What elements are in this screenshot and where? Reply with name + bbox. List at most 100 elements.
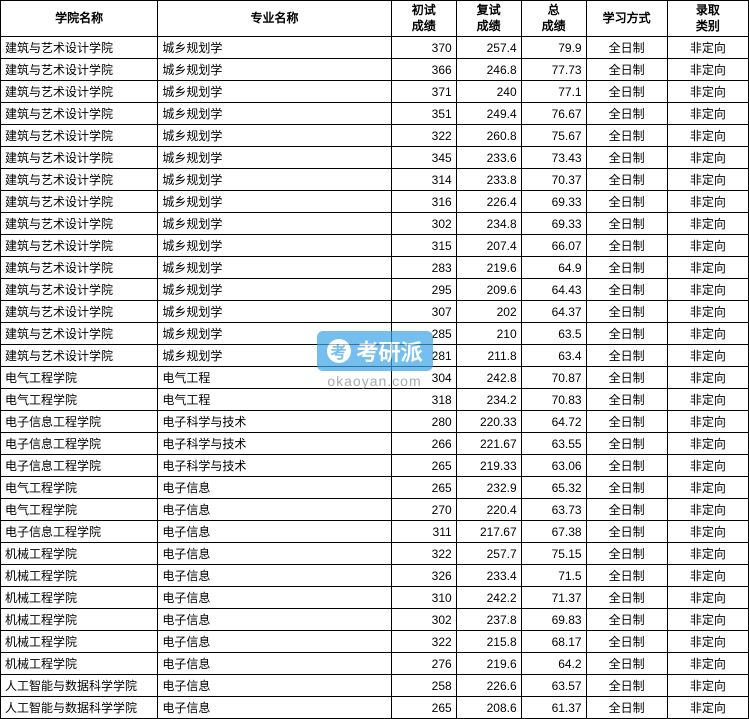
cell-major: 城乡规划学	[158, 213, 391, 235]
table-row: 电子信息工程学院电子科学与技术265219.3363.06全日制非定向	[1, 455, 749, 477]
table-row: 机械工程学院电子信息276219.664.2全日制非定向	[1, 653, 749, 675]
cell-college: 建筑与艺术设计学院	[1, 103, 158, 125]
cell-college: 电气工程学院	[1, 499, 158, 521]
cell-score3: 65.32	[521, 477, 586, 499]
cell-score3: 75.15	[521, 543, 586, 565]
cell-score3: 63.55	[521, 433, 586, 455]
cell-score3: 61.37	[521, 697, 586, 719]
header-row: 学院名称 专业名称 初试成绩 复试成绩 总成绩 学习方式 录取类别	[1, 1, 749, 37]
cell-type: 非定向	[667, 125, 748, 147]
table-row: 建筑与艺术设计学院城乡规划学37124077.1全日制非定向	[1, 81, 749, 103]
cell-type: 非定向	[667, 653, 748, 675]
cell-mode: 全日制	[586, 389, 667, 411]
cell-score2: 260.8	[456, 125, 521, 147]
cell-score1: 322	[391, 631, 456, 653]
cell-score3: 69.33	[521, 213, 586, 235]
table-row: 机械工程学院电子信息326233.471.5全日制非定向	[1, 565, 749, 587]
cell-mode: 全日制	[586, 697, 667, 719]
cell-score1: 314	[391, 169, 456, 191]
cell-college: 电子信息工程学院	[1, 411, 158, 433]
cell-score2: 226.6	[456, 675, 521, 697]
cell-mode: 全日制	[586, 323, 667, 345]
cell-major: 电气工程	[158, 367, 391, 389]
cell-college: 建筑与艺术设计学院	[1, 169, 158, 191]
cell-type: 非定向	[667, 609, 748, 631]
cell-score1: 295	[391, 279, 456, 301]
cell-mode: 全日制	[586, 235, 667, 257]
cell-college: 机械工程学院	[1, 609, 158, 631]
table-row: 建筑与艺术设计学院城乡规划学315207.466.07全日制非定向	[1, 235, 749, 257]
cell-college: 机械工程学院	[1, 587, 158, 609]
cell-score3: 70.83	[521, 389, 586, 411]
cell-type: 非定向	[667, 323, 748, 345]
cell-major: 城乡规划学	[158, 37, 391, 59]
cell-type: 非定向	[667, 213, 748, 235]
cell-score1: 322	[391, 125, 456, 147]
cell-type: 非定向	[667, 59, 748, 81]
table-row: 建筑与艺术设计学院城乡规划学316226.469.33全日制非定向	[1, 191, 749, 213]
header-mode: 学习方式	[586, 1, 667, 37]
cell-mode: 全日制	[586, 191, 667, 213]
cell-type: 非定向	[667, 543, 748, 565]
table-row: 机械工程学院电子信息322257.775.15全日制非定向	[1, 543, 749, 565]
cell-major: 电子信息	[158, 653, 391, 675]
cell-major: 城乡规划学	[158, 257, 391, 279]
table-row: 电气工程学院电气工程318234.270.83全日制非定向	[1, 389, 749, 411]
cell-mode: 全日制	[586, 609, 667, 631]
table-row: 机械工程学院电子信息302237.869.83全日制非定向	[1, 609, 749, 631]
cell-score1: 351	[391, 103, 456, 125]
table-row: 电子信息工程学院电子科学与技术280220.3364.72全日制非定向	[1, 411, 749, 433]
cell-score1: 307	[391, 301, 456, 323]
cell-score2: 240	[456, 81, 521, 103]
header-college: 学院名称	[1, 1, 158, 37]
cell-score2: 208.6	[456, 697, 521, 719]
table-row: 建筑与艺术设计学院城乡规划学283219.664.9全日制非定向	[1, 257, 749, 279]
table-header: 学院名称 专业名称 初试成绩 复试成绩 总成绩 学习方式 录取类别	[1, 1, 749, 37]
cell-major: 电子信息	[158, 631, 391, 653]
cell-college: 建筑与艺术设计学院	[1, 125, 158, 147]
cell-major: 城乡规划学	[158, 59, 391, 81]
cell-score1: 265	[391, 455, 456, 477]
cell-major: 电子信息	[158, 521, 391, 543]
cell-major: 城乡规划学	[158, 279, 391, 301]
header-major: 专业名称	[158, 1, 391, 37]
cell-college: 建筑与艺术设计学院	[1, 323, 158, 345]
cell-college: 建筑与艺术设计学院	[1, 235, 158, 257]
cell-college: 建筑与艺术设计学院	[1, 147, 158, 169]
cell-score3: 79.9	[521, 37, 586, 59]
table-row: 电气工程学院电气工程304242.870.87全日制非定向	[1, 367, 749, 389]
cell-college: 电气工程学院	[1, 477, 158, 499]
header-score3: 总成绩	[521, 1, 586, 37]
cell-major: 电子信息	[158, 697, 391, 719]
cell-score1: 285	[391, 323, 456, 345]
cell-mode: 全日制	[586, 125, 667, 147]
cell-mode: 全日制	[586, 279, 667, 301]
table-row: 电子信息工程学院电子科学与技术266221.6763.55全日制非定向	[1, 433, 749, 455]
cell-mode: 全日制	[586, 345, 667, 367]
cell-college: 建筑与艺术设计学院	[1, 59, 158, 81]
cell-major: 城乡规划学	[158, 81, 391, 103]
cell-mode: 全日制	[586, 257, 667, 279]
cell-score2: 215.8	[456, 631, 521, 653]
cell-score2: 209.6	[456, 279, 521, 301]
cell-major: 城乡规划学	[158, 301, 391, 323]
cell-score1: 270	[391, 499, 456, 521]
cell-type: 非定向	[667, 411, 748, 433]
cell-score2: 257.7	[456, 543, 521, 565]
cell-college: 建筑与艺术设计学院	[1, 191, 158, 213]
cell-major: 电子科学与技术	[158, 433, 391, 455]
table-row: 建筑与艺术设计学院城乡规划学345233.673.43全日制非定向	[1, 147, 749, 169]
cell-score1: 311	[391, 521, 456, 543]
cell-score1: 283	[391, 257, 456, 279]
table-row: 建筑与艺术设计学院城乡规划学295209.664.43全日制非定向	[1, 279, 749, 301]
cell-mode: 全日制	[586, 499, 667, 521]
table-row: 建筑与艺术设计学院城乡规划学366246.877.73全日制非定向	[1, 59, 749, 81]
cell-score3: 63.4	[521, 345, 586, 367]
cell-score1: 315	[391, 235, 456, 257]
cell-score2: 219.6	[456, 257, 521, 279]
table-row: 建筑与艺术设计学院城乡规划学314233.870.37全日制非定向	[1, 169, 749, 191]
cell-type: 非定向	[667, 675, 748, 697]
cell-score2: 211.8	[456, 345, 521, 367]
cell-college: 电子信息工程学院	[1, 455, 158, 477]
cell-score3: 71.5	[521, 565, 586, 587]
